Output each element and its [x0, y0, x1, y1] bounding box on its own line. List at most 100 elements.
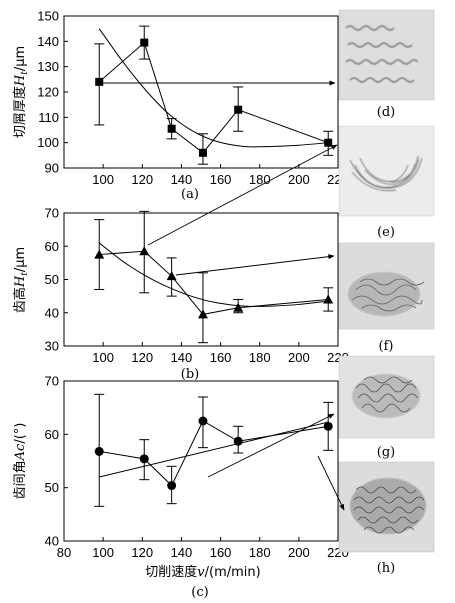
panel-a-ytick-label: 120 — [37, 85, 59, 100]
photo-h: (h) — [338, 461, 435, 576]
panel-b-data-point — [323, 294, 334, 304]
panel-a-data-point — [167, 124, 176, 133]
photo-h-chips — [353, 486, 425, 534]
panel-a-ytick-label: 150 — [37, 9, 59, 24]
panel-b-points — [94, 246, 334, 319]
photo-f-label: (f) — [379, 339, 394, 354]
panel-c-points — [94, 416, 333, 491]
panel-a-data-point — [234, 105, 243, 114]
panel-a-ytick-label: 130 — [37, 59, 59, 74]
panel-c-xlabel-zh: 切削速度 — [145, 564, 197, 580]
arrow-to-e — [147, 144, 338, 246]
panel-b-xtick-label: 140 — [171, 350, 193, 365]
panel-b-ylabel-sym: H — [13, 275, 28, 288]
panel-b-caption: (b) — [181, 367, 199, 382]
panel-c-xtick-label: 200 — [288, 545, 310, 560]
panel-a-trend-curve — [98, 28, 329, 148]
panel-c-series-line — [99, 420, 329, 487]
panel-c-frame — [63, 380, 339, 542]
photo-e-chips — [349, 155, 423, 192]
panel-c-xtick-label: 140 — [171, 545, 193, 560]
panel-c-trend-curve — [99, 421, 329, 478]
panel-c-data-point — [167, 481, 177, 491]
panel-c-ytick-label: 50 — [45, 480, 59, 495]
panel-b-x-ticks: 100 120 140 160 180 200 220 — [92, 342, 349, 365]
panel-a-xtick-label: 140 — [171, 172, 193, 187]
panel-a-xtick-label: 100 — [92, 172, 114, 187]
photo-f-chips — [351, 278, 425, 312]
panel-c-xlabel: 切削速度v/(m/min) — [145, 564, 260, 580]
photo-g-chip-mass — [352, 374, 420, 418]
photo-h-chip-mass — [350, 478, 426, 534]
panel-a-xtick-label: 120 — [131, 172, 153, 187]
panel-c-errorbars — [94, 393, 334, 507]
panel-c-xtick-label: 100 — [92, 545, 114, 560]
panel-a-errorbars — [94, 25, 334, 165]
arrow-to-f — [175, 254, 335, 276]
panel-c-ylabel-zh: 齿间角 — [13, 460, 28, 499]
panel-b-ylabel-sub: t — [20, 272, 30, 276]
panel-a-ytick-label: 140 — [37, 34, 59, 49]
panel-b-ylabel: 齿高Ht/μm — [12, 247, 30, 313]
photo-h-label: (h) — [377, 561, 396, 576]
panel-a-series-line — [98, 41, 329, 154]
panel-c-xlabel-sym: v — [197, 565, 205, 580]
photo-g-chips — [355, 376, 419, 413]
panel-c-ytick-label: 60 — [45, 427, 59, 442]
photo-f: (f) — [338, 242, 435, 354]
panel-c-data-line — [99, 420, 329, 487]
photo-d-image — [338, 9, 435, 101]
panel-c-ytick-label: 70 — [45, 374, 59, 389]
panel-b-ytick-label: 50 — [45, 272, 59, 287]
panel-b-data-point — [166, 271, 177, 281]
panel-b-ytick-label: 30 — [45, 339, 59, 354]
panel-c-data-point — [323, 421, 333, 431]
panel-c-y-ticks: 40 50 60 70 — [45, 374, 68, 549]
panel-a-ytick-label: 110 — [38, 110, 59, 125]
photo-e-label: (e) — [377, 225, 395, 240]
photo-d: (d) — [338, 9, 435, 120]
panel-a-data-point — [95, 77, 104, 86]
panel-c-xtick-label: 180 — [249, 545, 271, 560]
panel-c-xtick-label: 160 — [210, 545, 232, 560]
panel-a-xtick-label: 180 — [249, 172, 271, 187]
panel-a-ylabel-zh: 切屑厚度 — [12, 86, 28, 138]
panel-c-ylabel-unit: /(°) — [13, 423, 28, 444]
arrow-to-g — [207, 413, 335, 478]
panel-a-x-ticks: 100 120 140 160 180 200 220 — [92, 164, 349, 187]
panel-a-ylabel-sym: H — [13, 74, 28, 87]
panel-c-data-point — [198, 416, 208, 426]
panel-a-ylabel: 切屑厚度Ht/μm — [12, 46, 30, 138]
panel-c-data-point — [139, 454, 149, 464]
panel-a-trend — [98, 28, 329, 148]
panel-a-xtick-label: 200 — [288, 172, 310, 187]
panel-b-trend — [98, 242, 329, 307]
panel-a-points — [95, 38, 333, 157]
panel-b-errorbars — [94, 210, 334, 344]
panel-b-errorbar — [197, 272, 208, 344]
panel-b-data-point — [233, 302, 244, 312]
panel-c-xlabel-unit: /(m/min) — [205, 565, 261, 580]
panel-a-ylabel-sub: t — [20, 71, 30, 75]
panel-b-xtick-label: 120 — [131, 350, 153, 365]
panel-b-trend-curve — [98, 242, 329, 307]
panel-b-ytick-label: 40 — [45, 305, 59, 320]
photo-f-chip-mass — [348, 272, 420, 316]
panel-b-data-point — [197, 309, 208, 319]
panel-b-data-point — [94, 249, 105, 259]
photo-d-chips — [345, 25, 419, 83]
panel-a-y-ticks: 90 100 110 120 130 140 150 — [37, 9, 68, 176]
panel-c-xtick-label: 80 — [57, 545, 71, 560]
panel-a-ytick-label: 100 — [37, 135, 59, 150]
panel-b-y-ticks: 30 40 50 60 70 — [45, 206, 68, 354]
panel-c-ylabel-sym: Ac — [13, 443, 28, 461]
panel-c-trend — [99, 421, 329, 478]
panel-a-caption: (a) — [181, 187, 199, 202]
panel-a-xtick-label: 160 — [210, 172, 232, 187]
panel-c-x-ticks: 80 100 120 140 160 180 200 220 — [57, 537, 349, 560]
panel-a-data-point — [198, 148, 207, 157]
